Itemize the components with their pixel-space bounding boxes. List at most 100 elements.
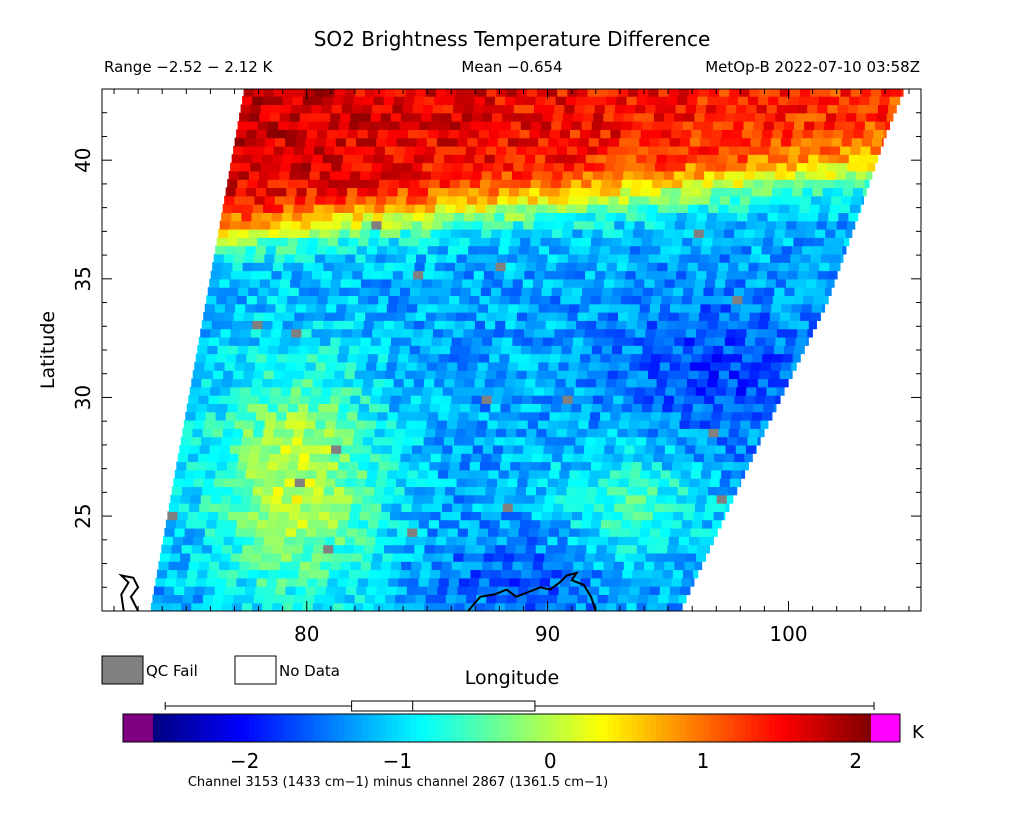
- heatmap-cell: [295, 303, 307, 313]
- heatmap-cell: [805, 170, 817, 180]
- heatmap-cell: [264, 253, 275, 263]
- heatmap-cell: [317, 353, 328, 363]
- heatmap-cell: [663, 511, 674, 521]
- heatmap-cell: [801, 137, 812, 147]
- heatmap-cell: [762, 129, 773, 139]
- heatmap-cell: [183, 536, 194, 546]
- heatmap-cell: [529, 411, 540, 421]
- heatmap-cell: [389, 345, 401, 355]
- heatmap-cell: [635, 552, 647, 562]
- heatmap-cell: [308, 345, 320, 355]
- colorbar-segment: [805, 714, 812, 742]
- heatmap-cell: [526, 428, 538, 438]
- heatmap-cell: [331, 552, 343, 562]
- heatmap-cell: [627, 370, 639, 380]
- heatmap-cell: [388, 295, 400, 305]
- heatmap-cell: [350, 278, 362, 288]
- heatmap-cell: [668, 370, 679, 380]
- heatmap-cell: [216, 295, 228, 305]
- heatmap-cell: [513, 552, 525, 562]
- heatmap-cell: [510, 179, 522, 189]
- heatmap-cell: [702, 519, 713, 529]
- heatmap-cell: [383, 378, 395, 388]
- heatmap-cell: [612, 345, 623, 355]
- heatmap-cell: [207, 403, 218, 413]
- heatmap-cell: [629, 303, 641, 313]
- heatmap-cell: [678, 594, 687, 604]
- colorbar-segment: [404, 714, 411, 742]
- heatmap-cell: [409, 569, 421, 579]
- heatmap-cell: [383, 436, 394, 446]
- heatmap-cell: [278, 121, 289, 130]
- heatmap-cell: [347, 577, 359, 587]
- heatmap-cell: [292, 436, 303, 446]
- heatmap-cell: [262, 544, 274, 554]
- heatmap-cell: [518, 586, 529, 595]
- heatmap-cell: [357, 187, 368, 197]
- colorbar-boxplot: [164, 700, 875, 712]
- heatmap-cell: [536, 204, 548, 213]
- heatmap-cell: [493, 328, 505, 338]
- heatmap-cell: [253, 594, 265, 604]
- heatmap-cell: [293, 262, 304, 272]
- heatmap-cell: [568, 303, 580, 313]
- heatmap-cell: [435, 370, 447, 380]
- heatmap-cell: [685, 220, 696, 230]
- colorbar: [122, 713, 901, 743]
- heatmap-cell: [272, 602, 284, 611]
- colorbar-segment: [476, 714, 483, 742]
- heatmap-cell: [575, 378, 587, 388]
- heatmap-cell: [559, 411, 571, 421]
- heatmap-cell: [451, 561, 463, 571]
- heatmap-cell: [348, 179, 360, 189]
- heatmap-cell: [462, 220, 474, 230]
- heatmap-cell: [616, 320, 628, 330]
- heatmap-cell: [380, 170, 392, 180]
- heatmap-cell: [325, 586, 337, 595]
- heatmap-cell: [710, 303, 722, 313]
- heatmap-cell: [302, 436, 313, 446]
- heatmap-cell: [588, 137, 600, 147]
- heatmap-cell: [658, 478, 670, 488]
- heatmap-cell: [334, 145, 346, 155]
- heatmap-cell: [346, 469, 358, 479]
- heatmap-cell: [218, 395, 230, 404]
- heatmap-cell: [672, 121, 684, 130]
- heatmap-cell: [372, 552, 384, 562]
- heatmap-cell: [468, 245, 479, 255]
- heatmap-cell: [585, 494, 596, 504]
- heatmap-cell: [201, 602, 213, 611]
- heatmap-cell: [680, 527, 692, 537]
- heatmap-cell: [404, 428, 416, 438]
- heatmap-cell: [357, 411, 369, 421]
- heatmap-cell: [712, 519, 722, 529]
- heatmap-cell: [835, 170, 847, 180]
- heatmap-cell: [585, 436, 597, 446]
- heatmap-cell: [684, 503, 696, 512]
- heatmap-cell: [656, 212, 667, 222]
- heatmap-cell: [347, 519, 359, 529]
- heatmap-cell: [401, 336, 412, 346]
- heatmap-cell: [310, 278, 322, 288]
- heatmap-cell: [245, 245, 257, 255]
- heatmap-cell: [339, 170, 351, 180]
- heatmap-cell: [546, 370, 558, 380]
- heatmap-cell: [663, 395, 675, 404]
- heatmap-cell: [663, 170, 675, 180]
- heatmap-cell: [224, 420, 235, 429]
- heatmap-cell: [662, 403, 674, 413]
- heatmap-cell: [625, 328, 636, 338]
- heatmap-cell: [213, 312, 225, 321]
- heatmap-cell: [874, 121, 886, 130]
- heatmap-cell: [476, 312, 488, 321]
- heatmap-cell: [857, 104, 869, 114]
- heatmap-cell: [705, 444, 717, 454]
- heatmap-cell: [539, 577, 551, 587]
- heatmap-cell: [239, 503, 251, 512]
- heatmap-cell: [482, 336, 493, 346]
- heatmap-cell: [688, 536, 700, 546]
- heatmap-cell: [574, 270, 586, 280]
- heatmap-cell: [222, 428, 234, 438]
- heatmap-cell: [743, 121, 755, 130]
- heatmap-cell: [525, 602, 536, 611]
